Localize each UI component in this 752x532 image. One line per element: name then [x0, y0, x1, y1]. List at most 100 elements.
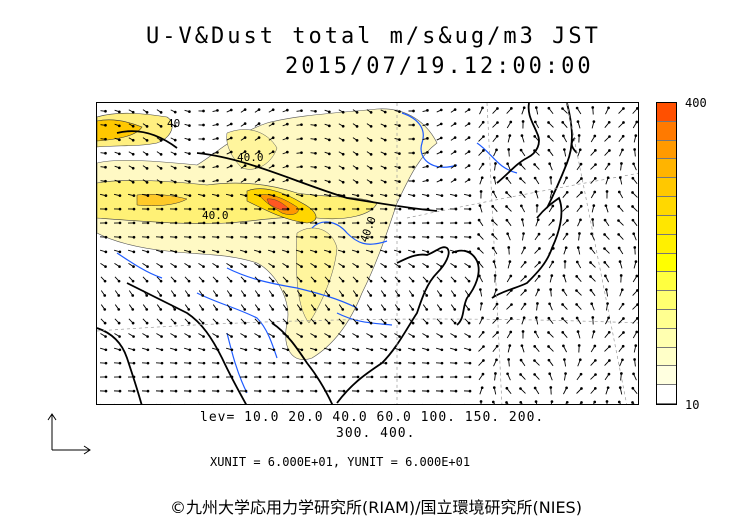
wind-arrow-head: [383, 308, 387, 311]
wind-arrow-head: [468, 207, 472, 211]
wind-arrow-head: [440, 194, 444, 197]
wind-arrow-head: [118, 348, 122, 352]
wind-arrow-head: [272, 389, 276, 393]
wind-arrow-head: [383, 124, 387, 128]
wind-arrow-head: [272, 207, 276, 211]
wind-arrow-head: [412, 375, 416, 379]
wind-arrow-head: [271, 150, 275, 154]
wind-arrow-head: [411, 294, 415, 297]
wind-arrow-head: [118, 361, 122, 365]
wind-arrow-head: [481, 106, 484, 110]
wind-arrow-head: [618, 176, 622, 179]
colorbar-min-label: 10: [685, 398, 700, 412]
wind-arrow-head: [342, 250, 346, 254]
wind-arrow-head: [299, 279, 303, 283]
wind-arrow-head: [188, 265, 191, 268]
wind-arrow-head: [577, 344, 581, 347]
wind-arrow-head: [425, 294, 429, 297]
wind-arrow-head: [300, 265, 303, 268]
wind-arrow-head: [631, 401, 634, 404]
wind-arrow-head: [550, 274, 554, 277]
wind-arrow-head: [622, 121, 625, 124]
chart-title-timestamp: 2015/07/19.12:00:00: [285, 54, 594, 79]
wind-arrow-head: [286, 348, 290, 352]
wind-arrow-head: [258, 235, 262, 239]
wind-arrow-head: [215, 321, 219, 325]
wind-arrow-head: [356, 348, 360, 352]
wind-arrow-head: [520, 134, 524, 138]
wind-arrow-head: [131, 124, 135, 128]
wind-arrow-head: [383, 166, 387, 170]
wind-arrow-head: [467, 150, 471, 153]
wind-arrow-head: [216, 109, 219, 112]
wind-arrow-head: [118, 138, 121, 142]
wind-arrow-head: [591, 106, 595, 109]
wind-arrow-head: [258, 207, 262, 211]
contour-levels-line2: 300. 400.: [336, 426, 416, 441]
wind-arrow-head: [328, 221, 332, 225]
wind-arrow-head: [533, 373, 536, 376]
wind-arrow-head: [491, 219, 494, 222]
wind-arrow-head: [146, 221, 150, 225]
wind-arrow-head: [384, 235, 388, 239]
wind-arrow-head: [243, 279, 247, 283]
wind-arrow-head: [412, 109, 415, 113]
wind-arrow-head: [383, 321, 387, 325]
wind-arrow-head: [440, 361, 444, 365]
dust-map-svg: 40.0 40.0 40.0 40: [97, 103, 638, 404]
wind-arrow-head: [453, 150, 457, 154]
wind-arrow-head: [412, 179, 415, 183]
wind-arrow-head: [519, 177, 522, 180]
wind-arrow-head: [426, 194, 430, 197]
colorbar-step: [657, 291, 676, 310]
wind-arrow-head: [314, 207, 318, 211]
wind-arrow-head: [384, 194, 388, 197]
wind-arrow-head: [551, 247, 555, 250]
wind-arrow-head: [145, 167, 149, 170]
wind-arrow-head: [398, 207, 402, 211]
wind-arrow-head: [533, 149, 536, 152]
wind-arrow-head: [244, 221, 248, 225]
wind-arrow-head: [272, 250, 276, 254]
wind-arrow-head: [593, 149, 597, 152]
wind-arrow-head: [426, 179, 429, 182]
wind-arrow-head: [188, 389, 192, 393]
wind-arrow-head: [230, 389, 234, 393]
wind-arrow-head: [369, 111, 373, 114]
wind-arrow-head: [578, 358, 582, 362]
wind-arrow-head: [492, 176, 496, 179]
wind-arrow-head: [533, 134, 537, 138]
wind-arrow-head: [496, 121, 499, 124]
wind-arrow-head: [131, 110, 135, 114]
wind-arrow-head: [439, 308, 443, 311]
wind-arrow-head: [243, 150, 247, 154]
wind-arrow-head: [188, 194, 192, 197]
wind-arrow-head: [215, 308, 219, 311]
wind-arrow-head: [397, 308, 401, 311]
wind-arrow-head: [508, 344, 512, 347]
wind-arrow-head: [286, 265, 289, 268]
wind-arrow-head: [538, 261, 541, 264]
wind-arrow-head: [537, 232, 541, 236]
wind-arrow-head: [552, 233, 555, 236]
wind-arrow-head: [482, 149, 485, 152]
wind-arrow-head: [477, 247, 480, 250]
wind-arrow-head: [257, 108, 261, 111]
wind-arrow-head: [454, 375, 458, 379]
wind-arrow-head: [272, 221, 276, 225]
wind-arrow-head: [426, 335, 429, 338]
wind-arrow-head: [146, 235, 150, 239]
wind-arrow-head: [356, 361, 360, 365]
wind-arrow-head: [537, 288, 540, 292]
wind-arrow-head: [522, 316, 526, 320]
wind-arrow-head: [579, 218, 582, 222]
colorbar-step: [657, 103, 676, 122]
wind-arrow-head: [202, 194, 206, 197]
wind-arrow-head: [636, 303, 638, 306]
wind-arrow-head: [216, 179, 219, 182]
wind-arrow-head: [132, 207, 136, 211]
wind-arrow-head: [537, 274, 541, 278]
wind-arrow-head: [258, 361, 262, 365]
wind-arrow-head: [520, 344, 524, 348]
wind-arrow-head: [397, 321, 401, 325]
